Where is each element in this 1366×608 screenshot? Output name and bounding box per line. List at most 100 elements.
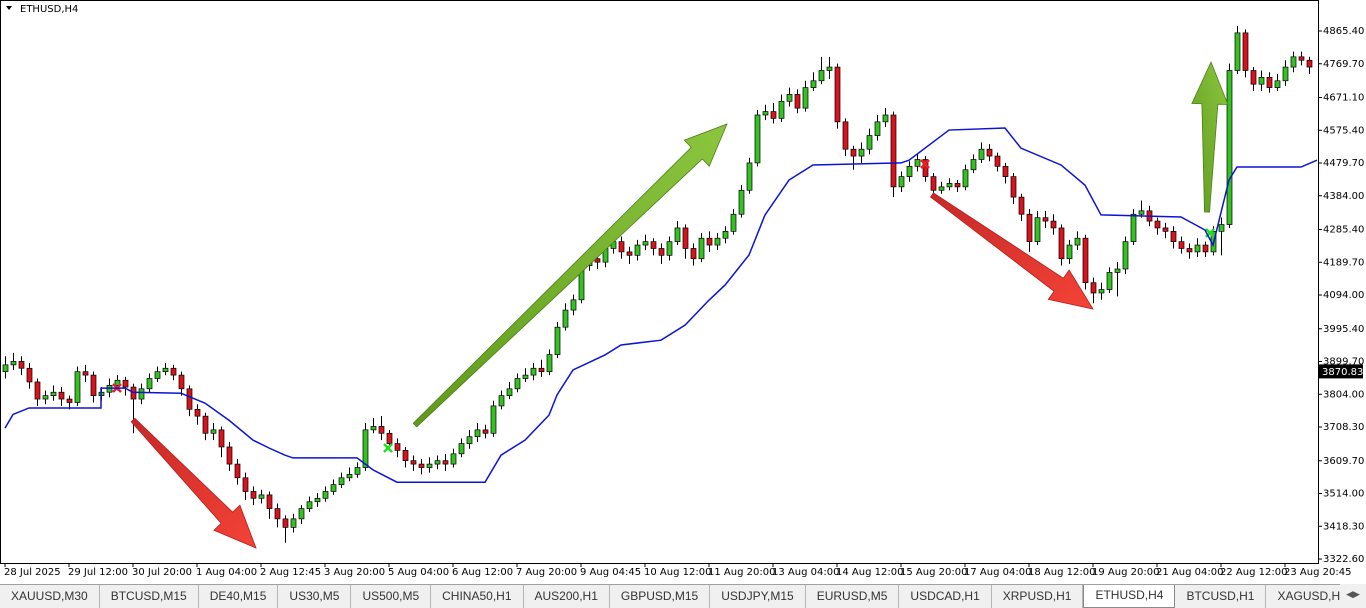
candle-body — [514, 378, 521, 390]
y-tick-label: 4285.40 — [1323, 225, 1364, 236]
candle-body — [1298, 56, 1305, 61]
candle-body — [122, 379, 129, 388]
symbol-tab[interactable]: CHINA50,H1 — [431, 585, 524, 608]
candle-body — [34, 381, 41, 400]
candle-body — [986, 148, 993, 157]
symbol-tab[interactable]: XAUUSD,M30 — [0, 585, 100, 608]
candle-body — [1122, 241, 1129, 270]
candle-body — [82, 371, 89, 376]
candle-body — [1306, 59, 1313, 68]
candle-body — [1202, 244, 1209, 253]
candle-body — [874, 121, 881, 136]
candle-body — [730, 213, 737, 232]
candle-body — [546, 354, 553, 373]
candle-body — [226, 446, 233, 465]
chart-title: ETHUSD,H4 — [20, 4, 78, 15]
candle-body — [506, 388, 513, 396]
candle-body — [1042, 217, 1049, 222]
candle-body — [474, 429, 481, 438]
candle-body — [442, 460, 449, 465]
candle-body — [354, 467, 361, 475]
candle-body — [1162, 227, 1169, 232]
candle-body — [618, 241, 625, 253]
candle-body — [1090, 282, 1097, 294]
x-tick-label: 29 Jul 12:00 — [68, 567, 128, 578]
candle-body — [1050, 220, 1057, 229]
symbol-tab[interactable]: DE40,M15 — [199, 585, 279, 608]
candle-body — [194, 408, 201, 417]
candle-body — [490, 405, 497, 434]
candle-body — [1194, 244, 1201, 253]
candle-body — [362, 429, 369, 468]
symbol-tab[interactable]: AUS200,H1 — [524, 585, 610, 608]
candle-body — [850, 148, 857, 157]
symbol-tab[interactable]: ETHUSD,H4 — [1083, 585, 1176, 608]
candle-body — [42, 395, 49, 400]
candle-body — [914, 159, 921, 167]
candle-body — [1106, 272, 1113, 290]
candle-body — [282, 518, 289, 528]
indicator-line — [4, 127, 1318, 483]
x-tick-label: 6 Aug 12:00 — [452, 567, 513, 578]
candle-body — [178, 374, 185, 390]
candle-body — [234, 463, 241, 479]
trend-arrow — [412, 123, 728, 428]
candle-body — [378, 426, 385, 434]
candle-body — [138, 388, 145, 400]
y-tick-label: 4865.40 — [1323, 26, 1364, 37]
candle-body — [426, 463, 433, 468]
candle-body — [1098, 289, 1105, 294]
candle-body — [202, 415, 209, 434]
symbol-tab[interactable]: USDCAD,H1 — [899, 585, 992, 608]
candle-body — [1186, 248, 1193, 253]
x-tick-label: 30 Jul 20:00 — [132, 567, 192, 578]
symbol-tab[interactable]: EURUSD,M5 — [806, 585, 900, 608]
y-tick-label: 3322.60 — [1323, 554, 1364, 565]
candle-body — [1082, 237, 1089, 284]
y-tick-label: 4384.00 — [1323, 191, 1364, 202]
candle-body — [1282, 66, 1289, 82]
candle-body — [114, 379, 121, 386]
current-price-box — [1319, 364, 1363, 379]
tab-scroll[interactable]: ◀▶ — [1340, 584, 1366, 608]
y-tick-label: 3514.00 — [1323, 489, 1364, 500]
y-tick-label: 3708.30 — [1323, 422, 1364, 433]
candle-body — [1026, 213, 1033, 242]
candle-body — [738, 189, 745, 215]
signal-marker — [383, 443, 393, 453]
candle-body — [882, 114, 889, 123]
plot-frame — [0, 0, 1319, 564]
candle-body — [706, 237, 713, 246]
candle-body — [858, 148, 865, 157]
symbol-tab[interactable]: USDJPY,M15 — [710, 585, 806, 608]
symbol-tab[interactable]: BTCUSD,H1 — [1175, 585, 1267, 608]
candle-body — [1178, 241, 1185, 249]
symbol-tab[interactable]: US30,M5 — [278, 585, 352, 608]
candle-body — [562, 309, 569, 328]
chart: ETHUSD,H4 4865.40 4769.70 4671.10 4575.40 44… — [0, 0, 1364, 578]
candle-body — [570, 299, 577, 311]
candle-body — [466, 436, 473, 444]
candle-body — [802, 87, 809, 109]
signal-marker — [920, 159, 930, 169]
candle-body — [658, 248, 665, 256]
symbol-tab[interactable]: XRPUSD,H1 — [992, 585, 1084, 608]
x-tick-label: 11 Aug 20:00 — [708, 567, 775, 578]
symbol-tab[interactable]: BTCUSD,M15 — [100, 585, 199, 608]
candle-body — [786, 94, 793, 102]
candle-body — [762, 111, 769, 116]
candle-body — [970, 159, 977, 171]
candle-body — [818, 70, 825, 82]
symbol-tab[interactable]: GBPUSD,M15 — [610, 585, 711, 608]
candle-body — [1114, 268, 1121, 273]
candle-body — [666, 241, 673, 256]
symbol-tab[interactable]: US500,M5 — [351, 585, 432, 608]
candle-body — [26, 367, 33, 383]
candle-body — [1066, 244, 1073, 260]
candle-body — [898, 176, 905, 188]
candle-body — [810, 80, 817, 88]
candle-body — [1266, 76, 1273, 88]
candle-body — [674, 227, 681, 242]
candle-body — [1010, 176, 1017, 198]
